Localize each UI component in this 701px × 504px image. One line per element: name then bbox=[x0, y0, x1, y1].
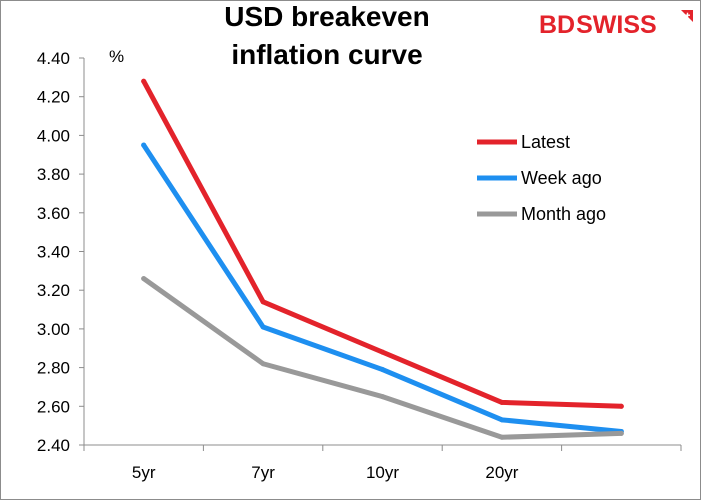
legend-label: Week ago bbox=[521, 168, 602, 188]
data-point bbox=[618, 430, 624, 436]
data-point bbox=[141, 276, 147, 282]
data-point bbox=[380, 349, 385, 355]
logo-text: BDSWISS bbox=[539, 11, 657, 39]
legend-label: Month ago bbox=[521, 204, 606, 224]
x-ticks: 5yr 7yr 10yr 20yr bbox=[83, 445, 682, 482]
bdswiss-logo: BDSWISS bbox=[539, 10, 693, 39]
data-point bbox=[499, 417, 505, 423]
y-tick-label: 4.20 bbox=[37, 88, 70, 107]
y-tick-label: 4.00 bbox=[37, 126, 70, 145]
data-point bbox=[260, 361, 266, 367]
chart-title-line-1: USD breakeven bbox=[224, 1, 429, 32]
data-point bbox=[380, 394, 385, 400]
data-point bbox=[380, 367, 385, 373]
y-tick-label: 3.80 bbox=[37, 165, 70, 184]
y-tick-label: 3.60 bbox=[37, 204, 70, 223]
x-tick-label: 10yr bbox=[366, 463, 399, 482]
y-tick-label: 2.60 bbox=[37, 397, 70, 416]
data-point bbox=[141, 78, 147, 84]
data-point bbox=[260, 324, 266, 330]
y-tick-label: 3.20 bbox=[37, 281, 70, 300]
y-tick-label: 4.40 bbox=[37, 49, 70, 68]
swiss-cross-icon bbox=[681, 10, 693, 22]
y-ticks: 4.40 4.20 4.00 3.80 3.60 3.40 3.20 3.00 2.80 2.60… bbox=[37, 49, 84, 455]
series-line-month-ago bbox=[141, 276, 624, 440]
y-tick-label: 2.80 bbox=[37, 359, 70, 378]
y-unit-label: % bbox=[109, 47, 124, 66]
y-tick-label: 3.00 bbox=[37, 320, 70, 339]
x-tick-label: 5yr bbox=[132, 463, 156, 482]
data-point bbox=[499, 434, 505, 440]
chart-title-line-2: inflation curve bbox=[231, 39, 422, 70]
data-point bbox=[499, 399, 505, 405]
data-point bbox=[260, 299, 266, 305]
legend-label: Latest bbox=[521, 132, 570, 152]
y-tick-label: 3.40 bbox=[37, 243, 70, 262]
legend: Latest Week ago Month ago bbox=[477, 132, 606, 224]
series-lines bbox=[141, 78, 624, 440]
x-tick-label: 20yr bbox=[485, 463, 518, 482]
data-point bbox=[141, 142, 147, 148]
data-point bbox=[618, 403, 624, 409]
series-line-week-ago bbox=[141, 142, 624, 434]
y-tick-label: 2.40 bbox=[37, 436, 70, 455]
series-line-latest bbox=[141, 78, 624, 409]
x-tick-label: 7yr bbox=[251, 463, 275, 482]
